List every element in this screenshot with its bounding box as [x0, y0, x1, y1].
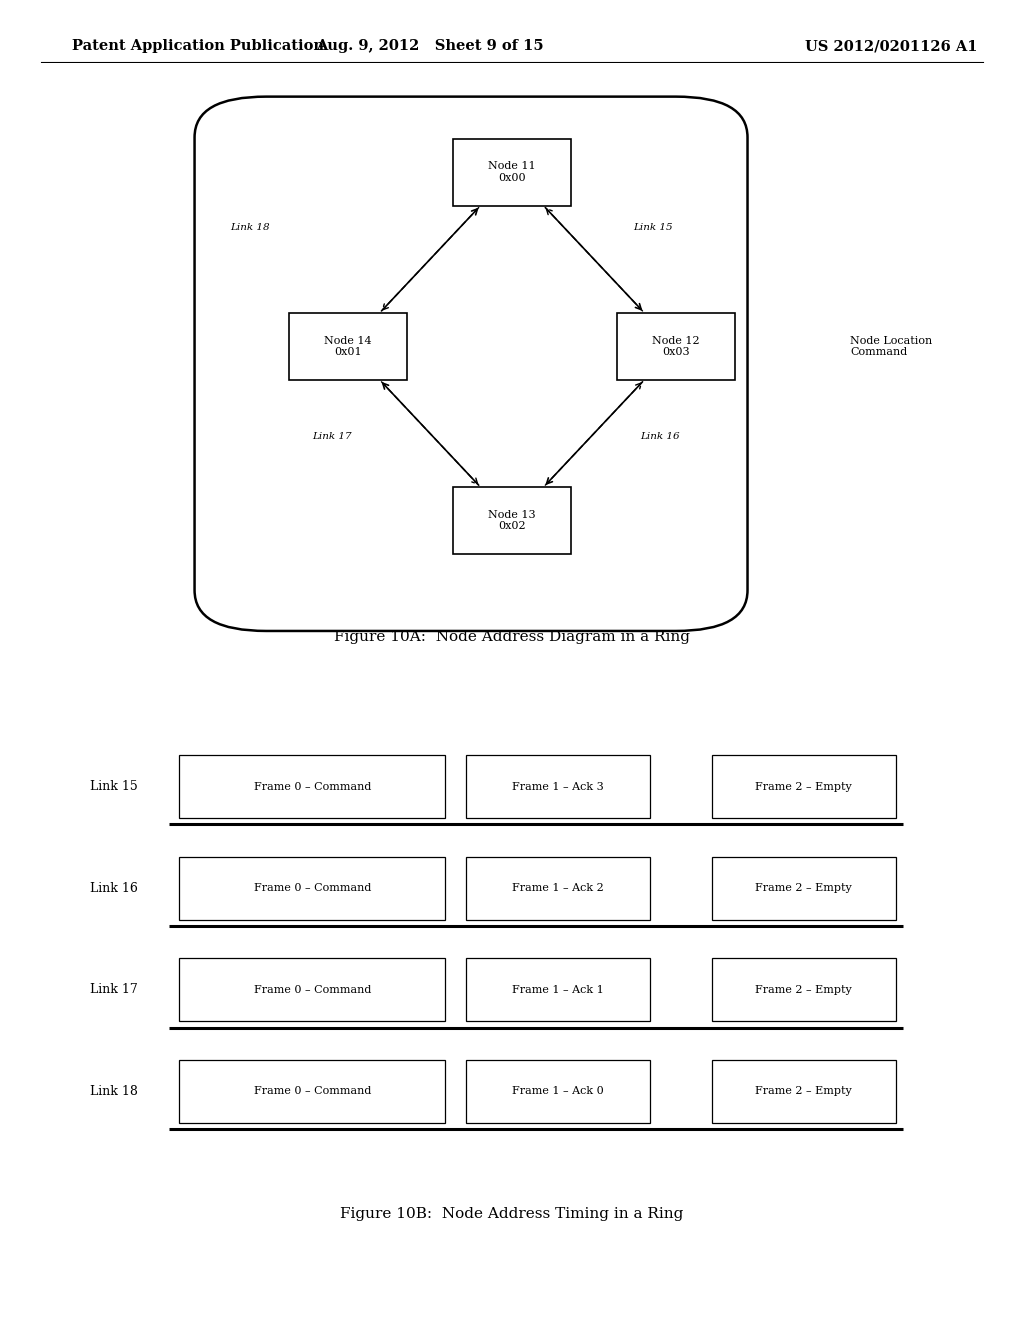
FancyBboxPatch shape [466, 857, 650, 920]
FancyBboxPatch shape [179, 958, 445, 1022]
FancyBboxPatch shape [179, 755, 445, 818]
FancyBboxPatch shape [466, 958, 650, 1022]
FancyBboxPatch shape [466, 755, 650, 818]
Text: Link 16: Link 16 [640, 432, 680, 441]
Text: Node Location
Command: Node Location Command [850, 335, 932, 358]
Text: Frame 2 – Empty: Frame 2 – Empty [756, 985, 852, 995]
Text: Frame 2 – Empty: Frame 2 – Empty [756, 1086, 852, 1097]
FancyBboxPatch shape [290, 313, 408, 380]
Text: Figure 10A:  Node Address Diagram in a Ring: Figure 10A: Node Address Diagram in a Ri… [334, 630, 690, 644]
Text: Frame 0 – Command: Frame 0 – Command [254, 883, 371, 894]
Text: Frame 2 – Empty: Frame 2 – Empty [756, 883, 852, 894]
FancyBboxPatch shape [453, 139, 571, 206]
Text: Frame 2 – Empty: Frame 2 – Empty [756, 781, 852, 792]
Text: Link 18: Link 18 [90, 1085, 138, 1098]
Text: Link 17: Link 17 [312, 432, 352, 441]
Text: Node 14
0x01: Node 14 0x01 [325, 335, 372, 358]
Text: US 2012/0201126 A1: US 2012/0201126 A1 [805, 40, 977, 53]
Text: Frame 1 – Ack 2: Frame 1 – Ack 2 [512, 883, 604, 894]
Text: Frame 1 – Ack 3: Frame 1 – Ack 3 [512, 781, 604, 792]
Text: Aug. 9, 2012   Sheet 9 of 15: Aug. 9, 2012 Sheet 9 of 15 [316, 40, 544, 53]
FancyBboxPatch shape [712, 857, 896, 920]
Text: Link 16: Link 16 [90, 882, 138, 895]
Text: Link 18: Link 18 [230, 223, 270, 232]
Text: Node 11
0x00: Node 11 0x00 [488, 161, 536, 183]
Text: Link 15: Link 15 [633, 223, 673, 232]
FancyBboxPatch shape [712, 755, 896, 818]
Text: Node 12
0x03: Node 12 0x03 [652, 335, 699, 358]
Text: Frame 0 – Command: Frame 0 – Command [254, 1086, 371, 1097]
FancyBboxPatch shape [179, 857, 445, 920]
FancyBboxPatch shape [466, 1060, 650, 1123]
Text: Patent Application Publication: Patent Application Publication [72, 40, 324, 53]
Text: Link 17: Link 17 [90, 983, 138, 997]
Text: Frame 0 – Command: Frame 0 – Command [254, 781, 371, 792]
Text: Figure 10B:  Node Address Timing in a Ring: Figure 10B: Node Address Timing in a Rin… [340, 1208, 684, 1221]
Text: Frame 1 – Ack 1: Frame 1 – Ack 1 [512, 985, 604, 995]
FancyBboxPatch shape [179, 1060, 445, 1123]
Text: Frame 0 – Command: Frame 0 – Command [254, 985, 371, 995]
Text: Link 15: Link 15 [90, 780, 138, 793]
Text: Node 13
0x02: Node 13 0x02 [488, 510, 536, 532]
Text: Frame 1 – Ack 0: Frame 1 – Ack 0 [512, 1086, 604, 1097]
FancyBboxPatch shape [453, 487, 571, 554]
FancyBboxPatch shape [616, 313, 735, 380]
FancyBboxPatch shape [712, 958, 896, 1022]
FancyBboxPatch shape [712, 1060, 896, 1123]
